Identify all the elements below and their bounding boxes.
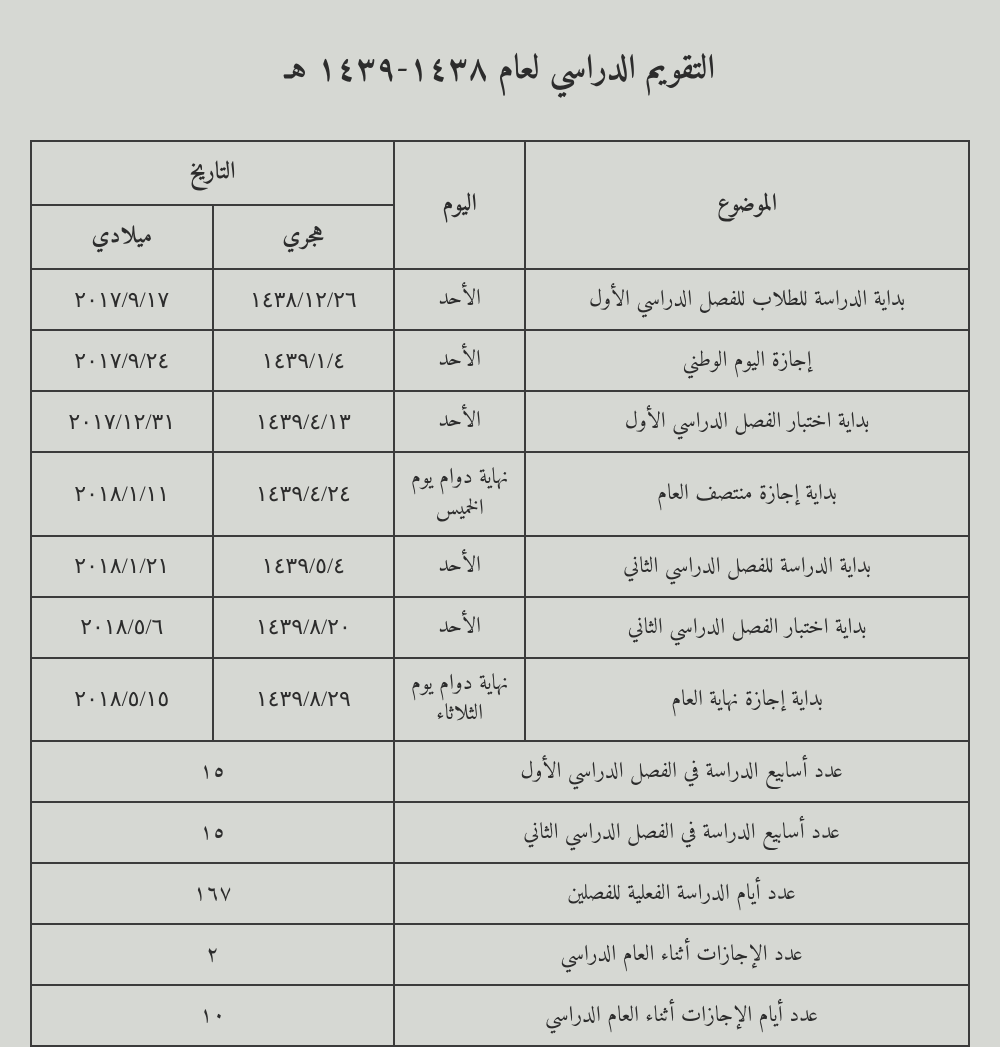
summary-label: عدد أسابيع الدراسة في الفصل الدراسي الأو…	[394, 741, 969, 802]
page-title: التقويم الدراسي لعام ١٤٣٨-١٤٣٩ هـ	[30, 40, 970, 100]
summary-label: عدد الإجازات أثناء العام الدراسي	[394, 924, 969, 985]
header-gregorian: ميلادي	[31, 205, 213, 269]
summary-value: ١٦٧	[31, 863, 394, 924]
summary-value: ٢	[31, 924, 394, 985]
subject-cell: بداية إجازة نهاية العام	[525, 658, 969, 742]
day-cell: الأحد	[394, 269, 525, 330]
subject-cell: بداية الدراسة للفصل الدراسي الثاني	[525, 536, 969, 597]
header-subject: الموضوع	[525, 141, 969, 269]
hijri-cell: ١٤٣٨/١٢/٢٦	[213, 269, 395, 330]
table-row: بداية اختبار الفصل الدراسي الثاني الأحد …	[31, 597, 969, 658]
gregorian-cell: ٢٠١٨/١/١١	[31, 452, 213, 536]
gregorian-cell: ٢٠١٧/١٢/٣١	[31, 391, 213, 452]
day-cell: الأحد	[394, 330, 525, 391]
hijri-cell: ١٤٣٩/٤/١٣	[213, 391, 395, 452]
subject-cell: بداية اختبار الفصل الدراسي الثاني	[525, 597, 969, 658]
gregorian-cell: ٢٠١٨/٥/٦	[31, 597, 213, 658]
table-body: بداية الدراسة للطلاب للفصل الدراسي الأول…	[31, 269, 969, 1046]
summary-label: عدد أيام الإجازات أثناء العام الدراسي	[394, 985, 969, 1046]
header-row-1: الموضوع اليوم التاريخ	[31, 141, 969, 205]
gregorian-cell: ٢٠١٧/٩/٢٤	[31, 330, 213, 391]
day-cell: نهاية دوام يوم الخميس	[394, 452, 525, 536]
summary-label: عدد أسابيع الدراسة في الفصل الدراسي الثا…	[394, 802, 969, 863]
summary-row: عدد أسابيع الدراسة في الفصل الدراسي الأو…	[31, 741, 969, 802]
table-row: إجازة اليوم الوطني الأحد ١٤٣٩/١/٤ ٢٠١٧/٩…	[31, 330, 969, 391]
table-row: بداية الدراسة للطلاب للفصل الدراسي الأول…	[31, 269, 969, 330]
table-header: الموضوع اليوم التاريخ هجري ميلادي	[31, 141, 969, 269]
table-row: بداية اختبار الفصل الدراسي الأول الأحد ١…	[31, 391, 969, 452]
day-cell: الأحد	[394, 536, 525, 597]
header-hijri: هجري	[213, 205, 395, 269]
document-page: التقويم الدراسي لعام ١٤٣٨-١٤٣٩ هـ الموضو…	[0, 0, 1000, 948]
header-day: اليوم	[394, 141, 525, 269]
day-cell: نهاية دوام يوم الثلاثاء	[394, 658, 525, 742]
hijri-cell: ١٤٣٩/٨/٢٩	[213, 658, 395, 742]
hijri-cell: ١٤٣٩/٤/٢٤	[213, 452, 395, 536]
summary-row: عدد أيام الدراسة الفعلية للفصلين ١٦٧	[31, 863, 969, 924]
summary-value: ١٥	[31, 802, 394, 863]
hijri-cell: ١٤٣٩/١/٤	[213, 330, 395, 391]
calendar-table: الموضوع اليوم التاريخ هجري ميلادي بداية …	[30, 140, 970, 1047]
hijri-cell: ١٤٣٩/٨/٢٠	[213, 597, 395, 658]
summary-row: عدد الإجازات أثناء العام الدراسي ٢	[31, 924, 969, 985]
subject-cell: بداية اختبار الفصل الدراسي الأول	[525, 391, 969, 452]
gregorian-cell: ٢٠١٨/١/٢١	[31, 536, 213, 597]
day-cell: الأحد	[394, 597, 525, 658]
day-cell: الأحد	[394, 391, 525, 452]
subject-cell: بداية الدراسة للطلاب للفصل الدراسي الأول	[525, 269, 969, 330]
table-row: بداية إجازة منتصف العام نهاية دوام يوم ا…	[31, 452, 969, 536]
summary-value: ١٠	[31, 985, 394, 1046]
summary-row: عدد أسابيع الدراسة في الفصل الدراسي الثا…	[31, 802, 969, 863]
subject-cell: إجازة اليوم الوطني	[525, 330, 969, 391]
table-row: بداية إجازة نهاية العام نهاية دوام يوم ا…	[31, 658, 969, 742]
gregorian-cell: ٢٠١٧/٩/١٧	[31, 269, 213, 330]
header-date: التاريخ	[31, 141, 394, 205]
summary-value: ١٥	[31, 741, 394, 802]
gregorian-cell: ٢٠١٨/٥/١٥	[31, 658, 213, 742]
summary-row: عدد أيام الإجازات أثناء العام الدراسي ١٠	[31, 985, 969, 1046]
subject-cell: بداية إجازة منتصف العام	[525, 452, 969, 536]
summary-label: عدد أيام الدراسة الفعلية للفصلين	[394, 863, 969, 924]
hijri-cell: ١٤٣٩/٥/٤	[213, 536, 395, 597]
table-row: بداية الدراسة للفصل الدراسي الثاني الأحد…	[31, 536, 969, 597]
